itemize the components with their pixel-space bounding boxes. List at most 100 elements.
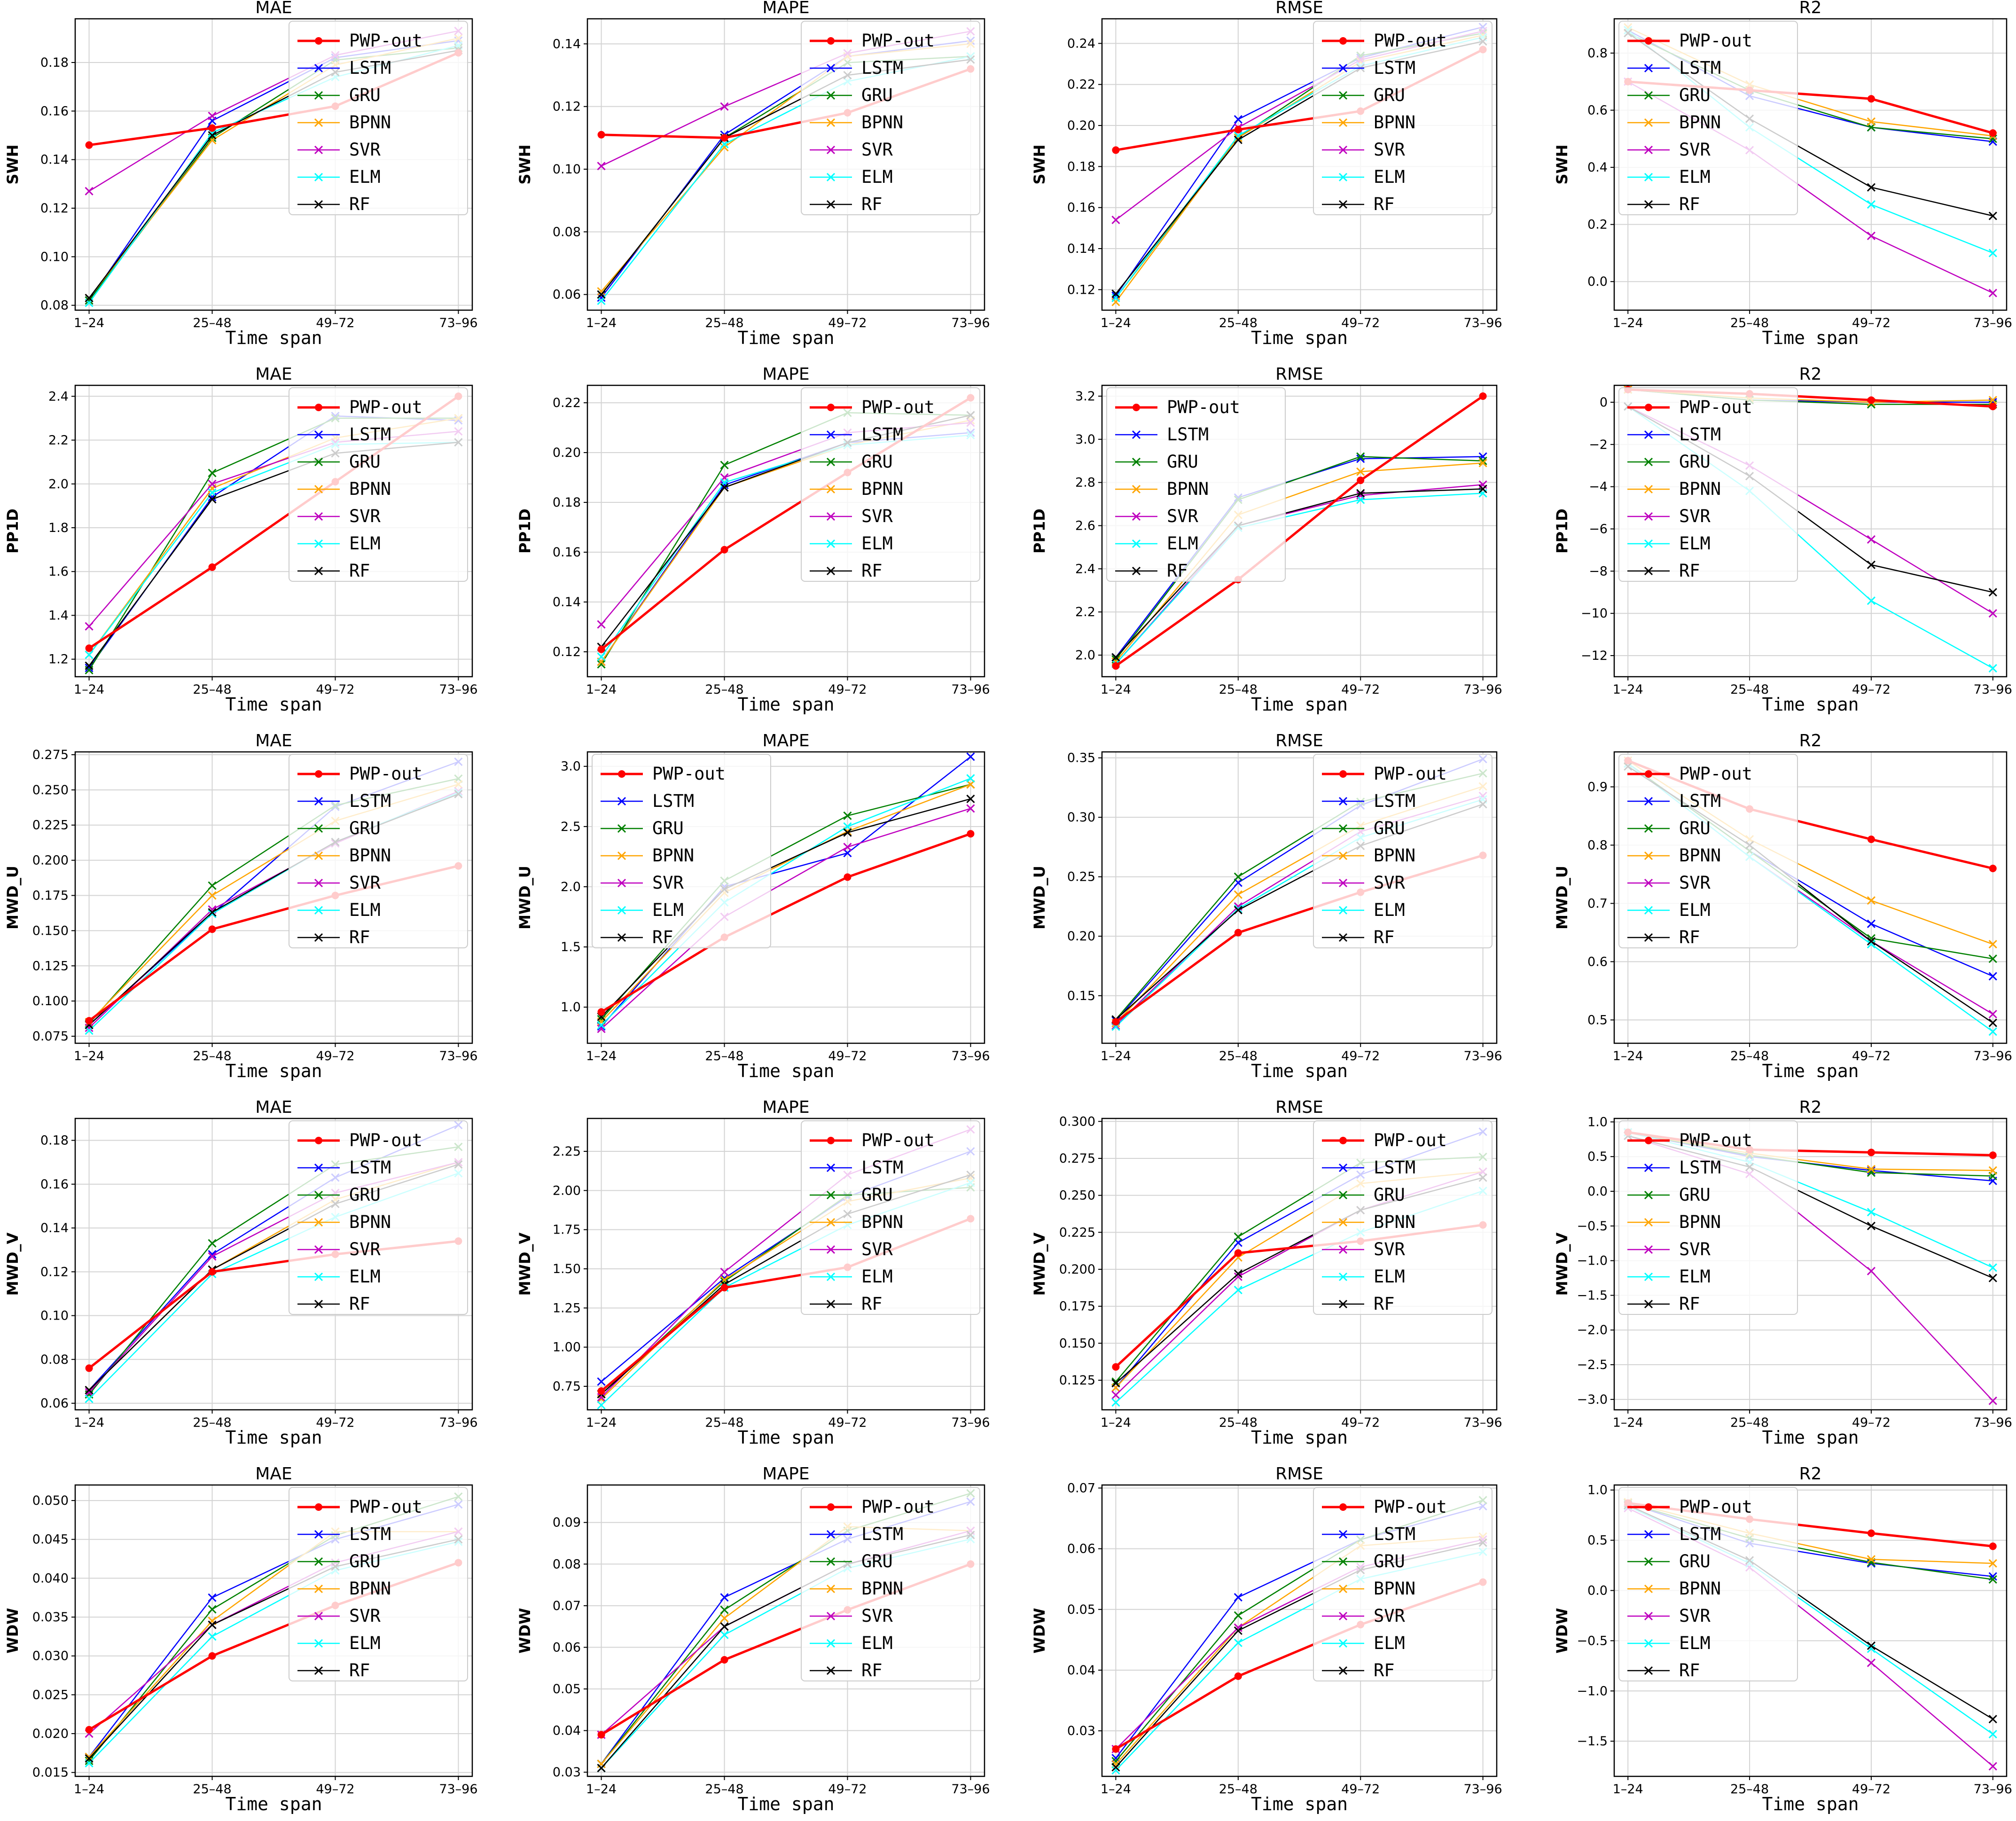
legend-item-elm: ELM [1322, 900, 1405, 920]
y-tick-label: 0.0 [1587, 274, 1608, 289]
data-point [1867, 1266, 1875, 1275]
data-point [85, 187, 94, 195]
legend-marker [1644, 906, 1653, 915]
legend-item-lstm: LSTM [601, 791, 694, 811]
data-point [720, 1622, 729, 1631]
legend-marker [1644, 145, 1653, 155]
y-tick-label: 0.06 [553, 288, 581, 302]
series-line [1115, 484, 1483, 664]
data-point [1234, 1272, 1242, 1281]
x-tick-label: 49–72 [316, 682, 354, 697]
legend-label: SVR [861, 140, 893, 160]
legend-marker [315, 1503, 322, 1511]
data-point [720, 1284, 728, 1291]
plot-frame [1613, 1484, 2008, 1777]
x-axis-label: Time span [738, 1061, 835, 1081]
data-point [208, 891, 217, 900]
data-point [1867, 231, 1875, 241]
legend-item-rf: RF [1115, 561, 1188, 581]
legend-box [1313, 1120, 1492, 1315]
plot-frame [1101, 1118, 1498, 1411]
legend-item-gru: GRU [1627, 452, 1711, 472]
y-tick-label: 0.5 [1587, 1533, 1608, 1548]
legend-marker [314, 63, 323, 73]
legend-item-svr: SVR [297, 873, 381, 893]
y-tick-label: 0.275 [1059, 1151, 1095, 1166]
x-axis-label: Time span [1762, 328, 1859, 348]
legend-label: GRU [861, 452, 893, 472]
legend-item-elm: ELM [297, 1633, 381, 1653]
y-tick-label: −1.5 [1577, 1734, 1608, 1749]
y-tick-label: −6 [1589, 522, 1608, 537]
legend-item-elm: ELM [810, 533, 893, 554]
data-point [720, 483, 729, 492]
legend-marker [1338, 172, 1348, 182]
x-axis-label: Time span [226, 694, 322, 715]
legend-label: GRU [349, 1551, 381, 1571]
legend-item-elm: ELM [810, 167, 893, 187]
data-point [1478, 485, 1487, 493]
x-tick-label: 49–72 [828, 1782, 867, 1797]
legend-item-rf: RF [297, 194, 370, 214]
legend-label: GRU [861, 1185, 893, 1205]
panel-title: MAPE [762, 0, 809, 17]
y-tick-label: 1.50 [553, 1262, 581, 1276]
data-point [1234, 1593, 1242, 1602]
legend-label: LSTM [1374, 58, 1415, 78]
legend-box [1618, 387, 1798, 582]
legend-item-elm: ELM [1627, 900, 1711, 920]
legend-item-elm: ELM [1322, 1633, 1405, 1653]
x-tick-label: 73–96 [1974, 1415, 2012, 1430]
x-tick-label: 25–48 [705, 1782, 743, 1797]
legend-label: RF [349, 1294, 370, 1314]
y-tick-label: 0.10 [40, 1309, 69, 1323]
legend-marker [314, 1639, 323, 1648]
y-tick-label: 0.08 [40, 298, 69, 313]
legend-item-rf: RF [810, 561, 883, 581]
data-point [597, 287, 606, 296]
legend-box [801, 1487, 980, 1681]
legend-label: PWP-out [1374, 1130, 1447, 1150]
legend-label: SVR [1167, 506, 1199, 526]
legend-box [1618, 754, 1798, 948]
legend-marker [1644, 485, 1653, 494]
legend-marker [1644, 63, 1653, 73]
series-line [1115, 488, 1483, 658]
data-point [843, 849, 852, 858]
legend-label: BPNN [861, 1212, 903, 1232]
legend-marker [314, 539, 323, 548]
legend-marker [826, 457, 836, 467]
legend-marker [1338, 118, 1348, 127]
data-point [720, 1274, 729, 1283]
y-tick-label: −8 [1589, 564, 1608, 578]
y-tick-label: 2.2 [48, 433, 69, 448]
data-point [85, 644, 93, 652]
legend-label: RF [1374, 927, 1395, 947]
x-tick-label: 1–24 [586, 1415, 617, 1430]
data-point [1867, 535, 1875, 544]
legend-label: PWP-out [349, 31, 422, 51]
legend-item-pwp-out: PWP-out [601, 764, 726, 784]
data-point [1234, 133, 1242, 142]
legend-label: SVR [1679, 506, 1711, 526]
y-axis-label: MWD_U [1553, 866, 1571, 930]
legend-label: RF [349, 561, 370, 581]
data-point [1988, 1396, 1997, 1405]
legend-label: PWP-out [652, 764, 726, 784]
legend-item-pwp-out: PWP-out [1627, 764, 1752, 784]
x-tick-label: 1–24 [1613, 1049, 1643, 1063]
legend-marker [314, 878, 323, 888]
legend-marker [315, 37, 322, 45]
y-tick-label: 0.12 [40, 1265, 69, 1279]
data-point [597, 1024, 606, 1033]
legend-label: BPNN [1679, 1212, 1721, 1232]
plot-frame [74, 18, 473, 311]
data-point [1234, 125, 1242, 133]
legend-item-pwp-out: PWP-out [810, 31, 935, 51]
legend-item-elm: ELM [1627, 1633, 1711, 1653]
legend-marker [314, 906, 323, 915]
data-point [1988, 1166, 1997, 1175]
y-tick-label: 2.4 [1075, 562, 1095, 576]
x-tick-label: 49–72 [316, 316, 354, 330]
legend-marker [1132, 539, 1141, 548]
